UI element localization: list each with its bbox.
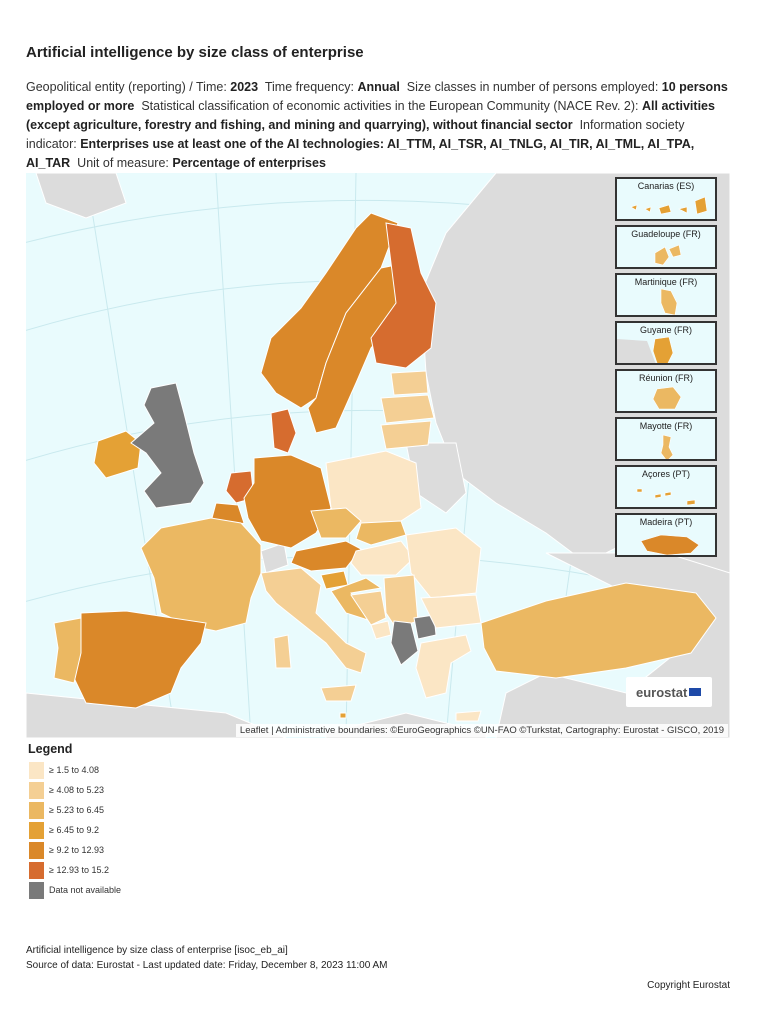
- country-regions: [53, 212, 717, 722]
- inset-mayotte[interactable]: Mayotte (FR): [615, 417, 717, 461]
- inset-reunion[interactable]: Réunion (FR): [615, 369, 717, 413]
- geo-filter-label: Geopolitical entity (reporting): [26, 80, 186, 94]
- inset-map-guadeloupe: [654, 244, 682, 266]
- region-turkiye[interactable]: [480, 582, 717, 679]
- region-bosnia-and-herzegovina[interactable]: [350, 590, 387, 626]
- inset-guadeloupe[interactable]: Guadeloupe (FR): [615, 225, 717, 269]
- data-source: Source of data: Eurostat - Last updated …: [26, 960, 388, 971]
- legend-label: ≥ 4.08 to 5.23: [49, 785, 104, 795]
- inset-guyane[interactable]: Guyane (FR): [615, 321, 717, 365]
- inset-label-canarias: Canarias (ES): [637, 181, 695, 191]
- time-filter-value: 2023: [230, 80, 259, 94]
- indicator-filter-value: Enterprises use at least one of the AI t…: [26, 137, 695, 170]
- region-latvia[interactable]: [380, 394, 435, 424]
- region-hungary[interactable]: [350, 540, 415, 576]
- region-romania[interactable]: [405, 527, 482, 599]
- region-croatia[interactable]: [330, 577, 383, 622]
- inset-madeira[interactable]: Madeira (PT): [615, 513, 717, 557]
- inset-label-acores: Açores (PT): [641, 469, 690, 479]
- region-czechia[interactable]: [310, 507, 362, 539]
- inset-map-mayotte: [660, 434, 674, 459]
- legend-label: ≥ 12.93 to 15.2: [49, 865, 109, 875]
- inset-label-guyane: Guyane (FR): [639, 325, 692, 335]
- legend-swatch: [29, 862, 44, 879]
- inset-map-guyane: [617, 336, 674, 363]
- region-serbia[interactable]: [383, 574, 419, 629]
- region-north-macedonia[interactable]: [413, 614, 437, 640]
- region-malta[interactable]: [339, 712, 347, 719]
- region-france[interactable]: [140, 517, 262, 632]
- legend-swatch: [29, 882, 44, 899]
- inset-label-mayotte: Mayotte (FR): [639, 421, 693, 431]
- inset-map-acores: [636, 488, 696, 506]
- region-germany[interactable]: [243, 454, 332, 549]
- region-finland[interactable]: [370, 222, 437, 369]
- map-attribution[interactable]: Leaflet | Administrative boundaries: ©Eu…: [235, 724, 728, 737]
- nace-filter-label: Statistical classification of economic a…: [141, 99, 639, 113]
- region-slovakia[interactable]: [355, 520, 407, 546]
- region-ireland[interactable]: [93, 430, 142, 479]
- inset-label-martinique: Martinique (FR): [634, 277, 698, 287]
- eu-flag-icon: [689, 688, 701, 696]
- inset-map-madeira: [640, 534, 700, 555]
- inset-map-reunion: [652, 386, 682, 410]
- unit-filter-label: Unit of measure:: [77, 156, 169, 170]
- inset-acores[interactable]: Açores (PT): [615, 465, 717, 509]
- page-title: Artificial intelligence by size class of…: [26, 44, 364, 61]
- region-spain[interactable]: [73, 610, 207, 709]
- legend-label: ≥ 1.5 to 4.08: [49, 765, 99, 775]
- legend-swatch: [29, 822, 44, 839]
- legend-swatch: [29, 782, 44, 799]
- legend-swatch: [29, 762, 44, 779]
- region-lithuania[interactable]: [380, 420, 432, 450]
- europe-map[interactable]: Canarias (ES) Guadeloupe (FR) Martinique…: [26, 173, 730, 738]
- region-italy[interactable]: [260, 567, 367, 702]
- copyright-notice: Copyright Eurostat: [647, 980, 730, 991]
- legend-label: ≥ 9.2 to 12.93: [49, 845, 104, 855]
- region-estonia[interactable]: [390, 370, 429, 396]
- frequency-filter-value: Annual: [357, 80, 400, 94]
- region-united-kingdom[interactable]: [130, 382, 205, 509]
- region-greece[interactable]: [415, 634, 482, 722]
- region-albania[interactable]: [390, 620, 419, 666]
- legend-label: Data not available: [49, 885, 122, 895]
- size-class-filter-value: 10 persons employed or more: [26, 80, 728, 113]
- legend-label: ≥ 5.23 to 6.45: [49, 805, 104, 815]
- filter-description: Geopolitical entity (reporting) / Time: …: [26, 78, 738, 173]
- indicator-filter-label: Information society indicator:: [26, 118, 685, 151]
- region-austria[interactable]: [290, 540, 362, 572]
- eurostat-logo-text: eurostat: [636, 685, 688, 700]
- inset-label-guadeloupe: Guadeloupe (FR): [631, 229, 701, 239]
- frequency-filter-label: Time frequency:: [264, 80, 354, 94]
- time-filter-label: / Time:: [189, 80, 227, 94]
- unit-filter-value: Percentage of enterprises: [172, 156, 326, 170]
- eurostat-logo: eurostat: [626, 677, 712, 707]
- size-class-filter-label: Size classes in number of persons employ…: [406, 80, 659, 94]
- inset-label-madeira: Madeira (PT): [639, 517, 693, 527]
- region-portugal[interactable]: [53, 617, 82, 684]
- dataset-name: Artificial intelligence by size class of…: [26, 945, 288, 956]
- inset-map-martinique: [660, 288, 678, 315]
- legend-swatch: [29, 842, 44, 859]
- legend-title: Legend: [28, 742, 73, 756]
- legend-label: ≥ 6.45 to 9.2: [49, 825, 99, 835]
- legend-swatch: [29, 802, 44, 819]
- inset-map-canarias: [630, 196, 708, 215]
- inset-label-reunion: Réunion (FR): [638, 373, 694, 383]
- inset-canarias[interactable]: Canarias (ES): [615, 177, 717, 221]
- nace-filter-value: All activities (except agriculture, fore…: [26, 99, 715, 132]
- region-denmark[interactable]: [270, 408, 297, 454]
- region-montenegro[interactable]: [370, 620, 392, 640]
- inset-martinique[interactable]: Martinique (FR): [615, 273, 717, 317]
